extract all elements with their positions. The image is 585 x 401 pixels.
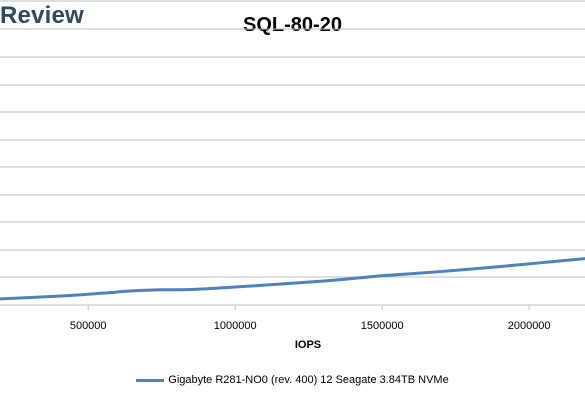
series-layer — [0, 257, 585, 301]
legend-label: Gigabyte R281-NO0 (rev. 400) 12 Seagate … — [168, 374, 449, 386]
x-tick-label: 1000000 — [214, 320, 257, 332]
x-tick-label: 1500000 — [361, 320, 404, 332]
brand-logo-text: Review — [0, 2, 84, 29]
x-axis-title: IOPS — [295, 339, 321, 351]
legend: Gigabyte R281-NO0 (rev. 400) 12 Seagate … — [0, 374, 585, 386]
x-tick-label: 500000 — [70, 320, 107, 332]
gridlines — [0, 0, 585, 306]
legend-swatch — [136, 378, 165, 382]
x-tick-labels: 500000 1000000 1500000 2000000 — [70, 305, 551, 332]
series-line — [0, 257, 585, 301]
x-tick-label: 2000000 — [508, 320, 551, 332]
chart-title: SQL-80-20 — [243, 14, 342, 36]
